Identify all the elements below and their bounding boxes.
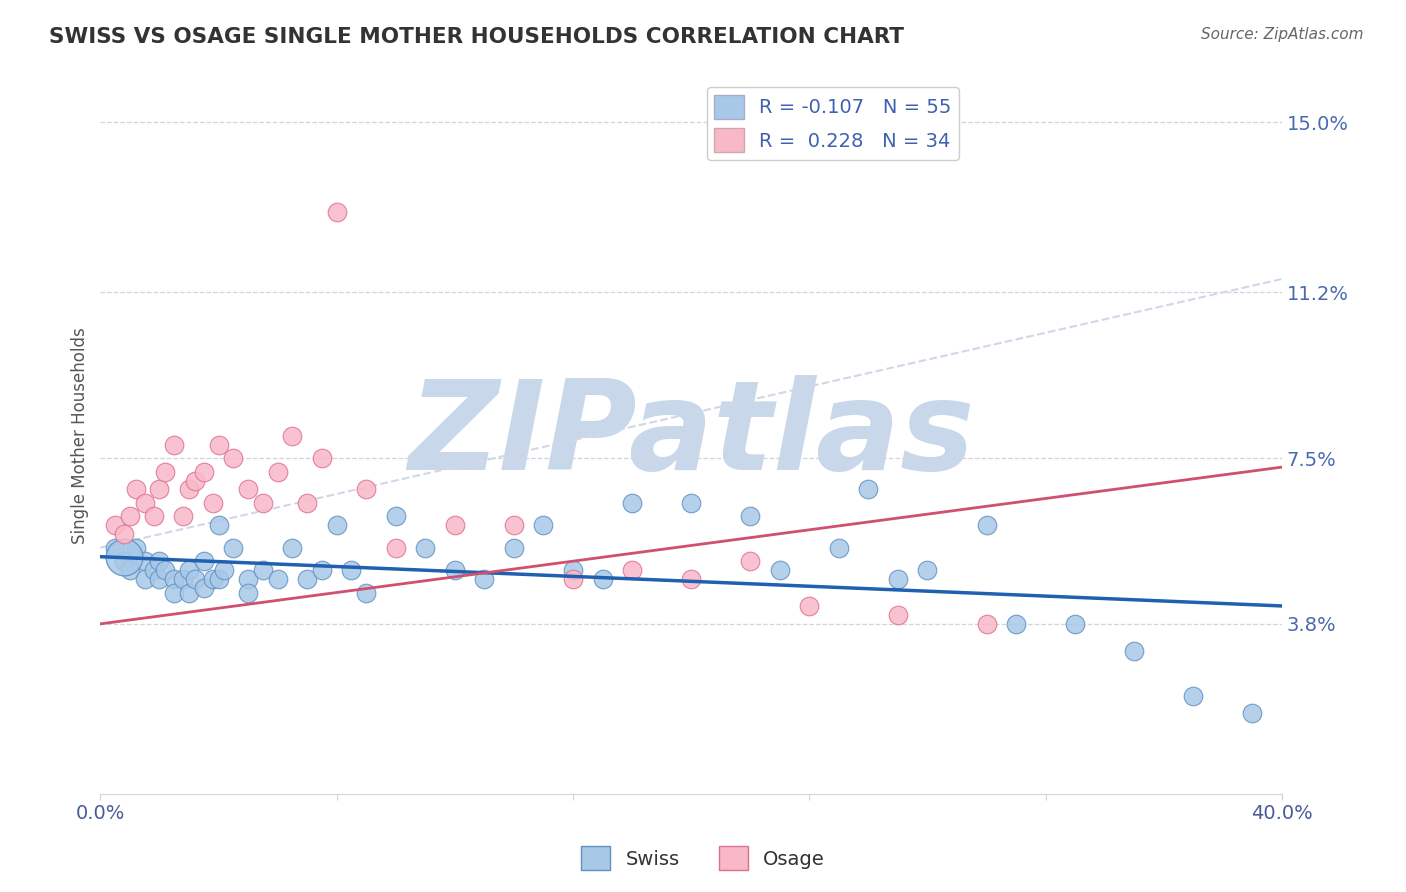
Point (112, 527, 135, 541)
Point (917, 563, 939, 577)
Point (413, 541, 436, 555)
Text: Source: ZipAtlas.com: Source: ZipAtlas.com (1201, 27, 1364, 42)
Y-axis label: Single Mother Households: Single Mother Households (72, 327, 89, 544)
Point (340, 563, 363, 577)
Point (222, 451, 245, 466)
Point (384, 541, 406, 555)
Point (177, 563, 200, 577)
Point (142, 563, 165, 577)
Legend: R = -0.107   N = 55, R =  0.228   N = 34: R = -0.107 N = 55, R = 0.228 N = 34 (707, 87, 959, 160)
Text: ZIPatlas: ZIPatlas (408, 376, 974, 496)
Point (184, 474, 207, 488)
Point (236, 585, 259, 599)
Point (887, 607, 910, 622)
Point (177, 585, 200, 599)
Point (163, 572, 186, 586)
Point (236, 572, 259, 586)
Point (193, 581, 215, 595)
Point (295, 572, 318, 586)
Point (201, 496, 224, 510)
Point (1241, 706, 1264, 721)
Point (125, 483, 148, 497)
Point (769, 563, 792, 577)
Point (443, 518, 465, 533)
Point (118, 563, 141, 577)
Point (252, 563, 274, 577)
Point (503, 541, 526, 555)
Legend: Swiss, Osage: Swiss, Osage (574, 838, 832, 878)
Point (134, 554, 156, 568)
Point (236, 483, 259, 497)
Point (193, 465, 215, 479)
Point (533, 518, 555, 533)
Point (172, 572, 194, 586)
Point (172, 509, 194, 524)
Point (384, 509, 406, 524)
Point (281, 429, 304, 443)
Point (295, 496, 318, 510)
Point (1064, 616, 1087, 631)
Point (311, 563, 333, 577)
Point (118, 509, 141, 524)
Point (311, 451, 333, 466)
Point (799, 599, 821, 613)
Point (134, 496, 156, 510)
Point (976, 616, 998, 631)
Point (266, 465, 288, 479)
Point (134, 572, 156, 586)
Point (112, 554, 135, 568)
Point (125, 541, 148, 555)
Point (740, 554, 762, 568)
Point (1123, 644, 1146, 658)
Point (148, 572, 170, 586)
Point (266, 572, 288, 586)
Text: SWISS VS OSAGE SINGLE MOTHER HOUSEHOLDS CORRELATION CHART: SWISS VS OSAGE SINGLE MOTHER HOUSEHOLDS … (49, 27, 904, 46)
Point (325, 204, 347, 219)
Point (354, 585, 377, 599)
Point (207, 518, 229, 533)
Point (104, 541, 127, 555)
Point (1005, 616, 1028, 631)
Point (562, 563, 585, 577)
Point (325, 518, 347, 533)
Point (681, 496, 703, 510)
Point (104, 518, 127, 533)
Point (252, 496, 274, 510)
Point (163, 438, 186, 452)
Point (155, 563, 177, 577)
Point (592, 572, 614, 586)
Point (354, 483, 377, 497)
Point (503, 518, 526, 533)
Point (1182, 689, 1205, 703)
Point (828, 541, 851, 555)
Point (155, 465, 177, 479)
Point (112, 549, 135, 564)
Point (193, 554, 215, 568)
Point (562, 572, 585, 586)
Point (740, 509, 762, 524)
Point (887, 572, 910, 586)
Point (148, 554, 170, 568)
Point (621, 563, 644, 577)
Point (858, 483, 880, 497)
Point (222, 541, 245, 555)
Point (207, 572, 229, 586)
Point (207, 438, 229, 452)
Point (148, 483, 170, 497)
Point (281, 541, 304, 555)
Point (163, 585, 186, 599)
Point (443, 563, 465, 577)
Point (621, 496, 644, 510)
Point (142, 509, 165, 524)
Point (976, 518, 998, 533)
Point (177, 483, 200, 497)
Point (201, 572, 224, 586)
Point (474, 572, 496, 586)
Point (681, 572, 703, 586)
Point (214, 563, 236, 577)
Point (184, 572, 207, 586)
